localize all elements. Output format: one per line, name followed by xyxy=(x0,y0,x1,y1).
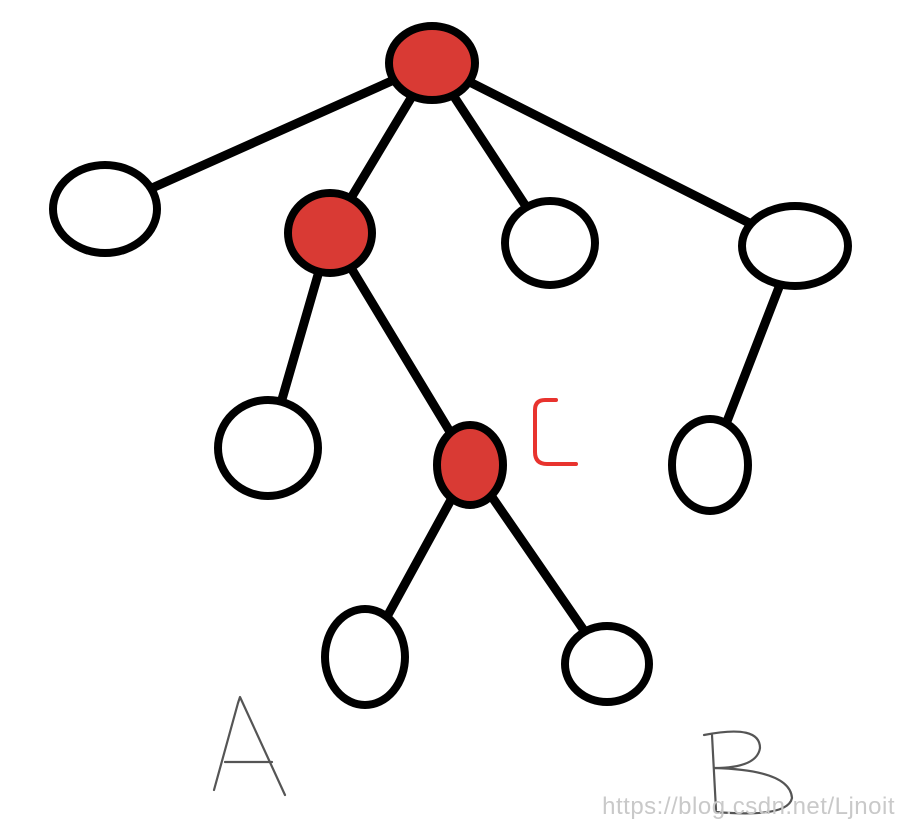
node-leaf-b xyxy=(561,622,653,706)
label-b-stroke xyxy=(702,730,794,815)
node-n-mid-left xyxy=(214,396,322,500)
node-n-mid xyxy=(284,189,376,277)
node-n-c xyxy=(433,421,507,509)
edge-n-mid-to-n-c xyxy=(346,263,455,438)
label-c-stroke xyxy=(533,398,578,466)
edge-root-to-n-left xyxy=(146,75,399,193)
node-n-left xyxy=(49,161,161,257)
edge-n-mid-to-n-mid-left xyxy=(276,267,324,407)
tree-edges xyxy=(146,75,785,637)
edge-root-to-n-center xyxy=(448,90,531,212)
node-root xyxy=(385,22,479,104)
watermark: https://blog.csdn.net/Ljnoit xyxy=(602,793,895,820)
label-a-stroke xyxy=(212,695,287,797)
node-n-right-child xyxy=(668,415,752,515)
edge-n-c-to-leaf-b xyxy=(486,491,590,637)
edge-n-right-to-n-right-child xyxy=(721,279,785,428)
label-c: C xyxy=(533,398,578,466)
edge-n-c-to-leaf-a xyxy=(382,493,457,622)
label-b: B xyxy=(702,730,794,815)
node-leaf-a xyxy=(321,605,409,709)
edge-root-to-n-mid xyxy=(346,91,417,203)
node-n-center xyxy=(501,197,599,289)
tree-nodes xyxy=(49,22,852,709)
node-n-right xyxy=(738,202,852,290)
edge-root-to-n-right xyxy=(464,77,756,229)
label-a: A xyxy=(212,695,287,797)
